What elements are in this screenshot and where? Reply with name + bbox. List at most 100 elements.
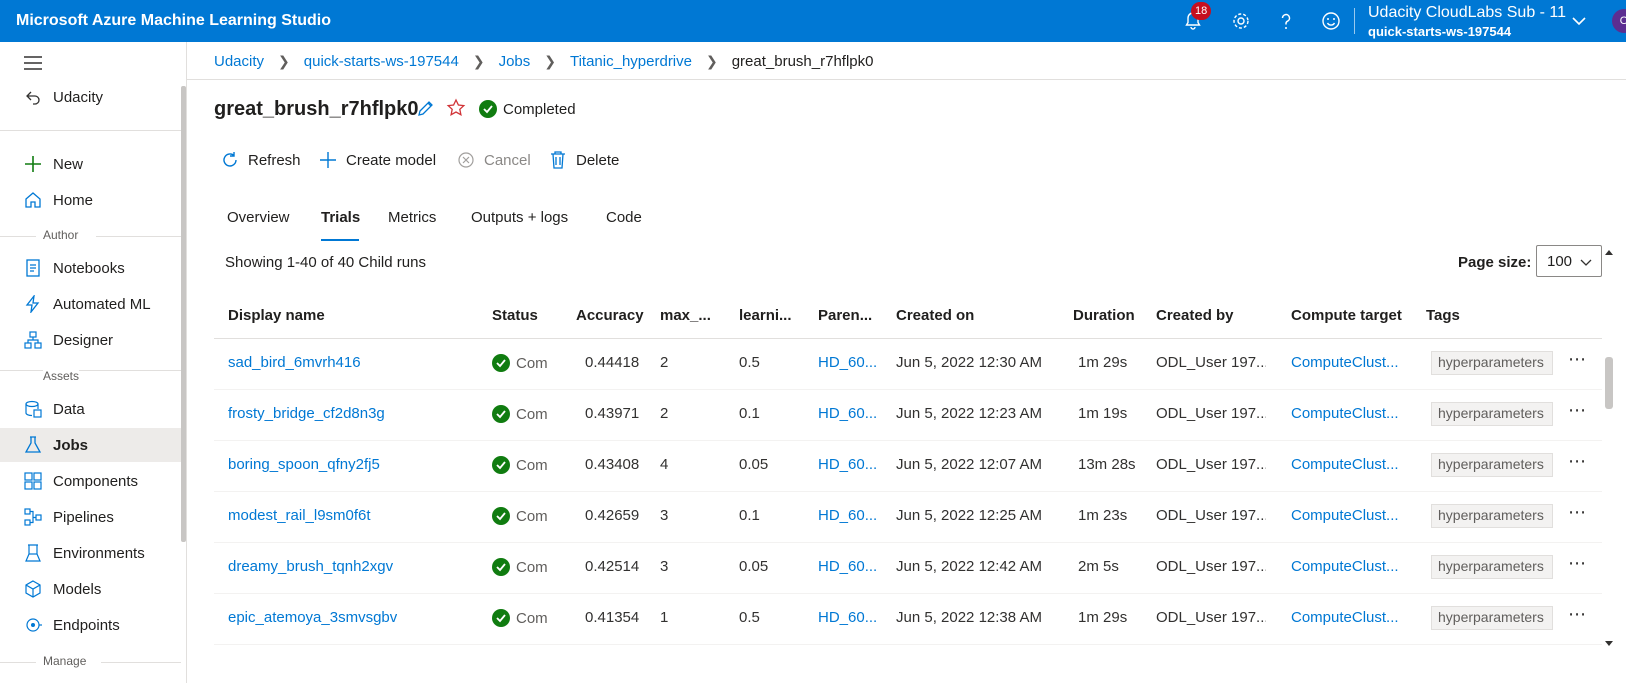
more-options-icon[interactable]: ⋯ xyxy=(1568,349,1587,369)
page-title: great_brush_r7hflpk0 xyxy=(214,98,419,120)
favorite-star-icon[interactable] xyxy=(446,98,466,118)
page-size-dropdown[interactable]: 100 xyxy=(1536,245,1602,277)
duration-cell: 13m 28s xyxy=(1078,456,1136,473)
tab-trials[interactable]: Trials xyxy=(321,209,361,226)
tab-overview[interactable]: Overview xyxy=(227,209,290,226)
column-header-learning-rate[interactable]: learni... xyxy=(739,307,792,324)
parent-link[interactable]: HD_60... xyxy=(818,354,878,371)
sidebar-item-models[interactable]: Models xyxy=(0,572,181,606)
edit-pencil-icon[interactable] xyxy=(416,98,436,118)
parent-link[interactable]: HD_60... xyxy=(818,405,878,422)
help-icon[interactable] xyxy=(1275,10,1297,32)
endpoints-icon xyxy=(23,615,43,635)
breadcrumb-workspace[interactable]: quick-starts-ws-197544 xyxy=(303,52,459,70)
delete-button[interactable]: Delete xyxy=(548,148,619,172)
more-options-icon[interactable]: ⋯ xyxy=(1568,604,1587,624)
scrollbar-thumb[interactable] xyxy=(1605,357,1613,409)
parent-link[interactable]: HD_60... xyxy=(818,558,878,575)
column-header-display-name[interactable]: Display name xyxy=(228,307,325,324)
duration-cell: 1m 29s xyxy=(1078,354,1128,371)
tab-code[interactable]: Code xyxy=(606,209,642,226)
sidebar-item-data[interactable]: Data xyxy=(0,392,181,426)
breadcrumb-experiment[interactable]: Titanic_hyperdrive xyxy=(569,52,692,70)
more-options-icon[interactable]: ⋯ xyxy=(1568,400,1587,420)
parent-link[interactable]: HD_60... xyxy=(818,456,878,473)
workspace-name[interactable]: quick-starts-ws-197544 xyxy=(1368,24,1512,39)
compute-target-link[interactable]: ComputeClust... xyxy=(1291,405,1399,422)
sidebar-scrollbar[interactable] xyxy=(181,86,186,542)
run-name-link[interactable]: frosty_bridge_cf2d8n3g xyxy=(228,405,385,422)
gear-icon[interactable] xyxy=(1230,10,1252,32)
avatar[interactable]: O xyxy=(1612,9,1626,33)
tab-outputs-logs[interactable]: Outputs + logs xyxy=(471,209,569,226)
cancel-button[interactable]: Cancel xyxy=(456,148,531,172)
chevron-down-icon[interactable] xyxy=(1570,12,1592,34)
max-cell: 3 xyxy=(660,558,669,575)
sidebar-item-automated-ml[interactable]: Automated ML xyxy=(0,287,181,321)
column-header-created-by[interactable]: Created by xyxy=(1156,307,1234,324)
check-circle-icon xyxy=(492,405,510,423)
create-model-button[interactable]: Create model xyxy=(318,148,436,172)
column-header-tags[interactable]: Tags xyxy=(1426,307,1460,324)
app-title[interactable]: Microsoft Azure Machine Learning Studio xyxy=(16,12,331,29)
compute-target-link[interactable]: ComputeClust... xyxy=(1291,558,1399,575)
table-row[interactable]: frosty_bridge_cf2d8n3g Com 0.43971 2 0.1… xyxy=(214,390,1602,441)
sidebar-item-new[interactable]: New xyxy=(0,147,181,181)
column-header-parent[interactable]: Paren... xyxy=(818,307,873,324)
table-row[interactable]: dreamy_brush_tqnh2xgv Com 0.42514 3 0.05… xyxy=(214,543,1602,594)
sidebar-item-environments[interactable]: Environments xyxy=(0,536,181,570)
sidebar-item-home[interactable]: Home xyxy=(0,183,181,217)
table-row[interactable]: epic_atemoya_3smvsgbv Com 0.41354 1 0.5 … xyxy=(214,594,1602,645)
automl-icon xyxy=(23,294,43,314)
created-by-cell: ODL_User 197... xyxy=(1156,456,1266,473)
parent-link[interactable]: HD_60... xyxy=(818,609,878,626)
scroll-up-icon[interactable] xyxy=(1604,245,1614,255)
duration-cell: 1m 19s xyxy=(1078,405,1128,422)
sidebar-item-label: Designer xyxy=(53,331,114,349)
column-header-status[interactable]: Status xyxy=(492,307,538,324)
max-cell: 4 xyxy=(660,456,669,473)
column-header-max[interactable]: max_... xyxy=(660,307,711,324)
more-options-icon[interactable]: ⋯ xyxy=(1568,553,1587,573)
refresh-button[interactable]: Refresh xyxy=(220,148,301,172)
column-header-accuracy[interactable]: Accuracy xyxy=(576,307,644,324)
run-name-link[interactable]: epic_atemoya_3smvsgbv xyxy=(228,609,398,626)
column-header-created-on[interactable]: Created on xyxy=(896,307,975,324)
accuracy-cell: 0.43408 xyxy=(585,456,640,473)
sidebar-item-components[interactable]: Components xyxy=(0,464,181,498)
sidebar-item-notebooks[interactable]: Notebooks xyxy=(0,251,181,285)
more-options-icon[interactable]: ⋯ xyxy=(1568,502,1587,522)
table-scrollbar[interactable] xyxy=(1602,245,1616,647)
subscription-name[interactable]: Udacity CloudLabs Sub - 11 xyxy=(1368,4,1567,21)
table-row[interactable]: sad_bird_6mvrh416 Com 0.44418 2 0.5 HD_6… xyxy=(214,339,1602,390)
sidebar-item-label: Jobs xyxy=(53,436,89,454)
run-name-link[interactable]: boring_spoon_qfny2fj5 xyxy=(228,456,380,473)
compute-target-link[interactable]: ComputeClust... xyxy=(1291,354,1399,371)
hamburger-menu[interactable] xyxy=(0,46,181,80)
breadcrumb-udacity[interactable]: Udacity xyxy=(214,52,265,70)
chevron-right-icon: ❯ xyxy=(544,52,556,69)
sidebar-item-endpoints[interactable]: Endpoints xyxy=(0,608,181,642)
compute-target-link[interactable]: ComputeClust... xyxy=(1291,507,1399,524)
breadcrumb-jobs[interactable]: Jobs xyxy=(498,52,531,70)
run-name-link[interactable]: dreamy_brush_tqnh2xgv xyxy=(228,558,394,575)
created-by-cell: ODL_User 197... xyxy=(1156,354,1266,371)
sidebar-item-label: Environments xyxy=(53,544,145,562)
tab-metrics[interactable]: Metrics xyxy=(388,209,437,226)
sidebar-back-udacity[interactable]: Udacity xyxy=(0,80,181,114)
column-header-compute-target[interactable]: Compute target xyxy=(1291,307,1402,324)
more-options-icon[interactable]: ⋯ xyxy=(1568,451,1587,471)
feedback-smiley-icon[interactable] xyxy=(1320,10,1342,32)
parent-link[interactable]: HD_60... xyxy=(818,507,878,524)
sidebar-item-designer[interactable]: Designer xyxy=(0,323,181,357)
column-header-duration[interactable]: Duration xyxy=(1073,307,1135,324)
sidebar-item-pipelines[interactable]: Pipelines xyxy=(0,500,181,534)
table-row[interactable]: boring_spoon_qfny2fj5 Com 0.43408 4 0.05… xyxy=(214,441,1602,492)
run-name-link[interactable]: modest_rail_l9sm0f6t xyxy=(228,507,371,524)
compute-target-link[interactable]: ComputeClust... xyxy=(1291,456,1399,473)
sidebar-item-jobs[interactable]: Jobs xyxy=(0,428,181,462)
run-name-link[interactable]: sad_bird_6mvrh416 xyxy=(228,354,361,371)
table-row[interactable]: modest_rail_l9sm0f6t Com 0.42659 3 0.1 H… xyxy=(214,492,1602,543)
scroll-down-icon[interactable] xyxy=(1604,635,1614,646)
compute-target-link[interactable]: ComputeClust... xyxy=(1291,609,1399,626)
